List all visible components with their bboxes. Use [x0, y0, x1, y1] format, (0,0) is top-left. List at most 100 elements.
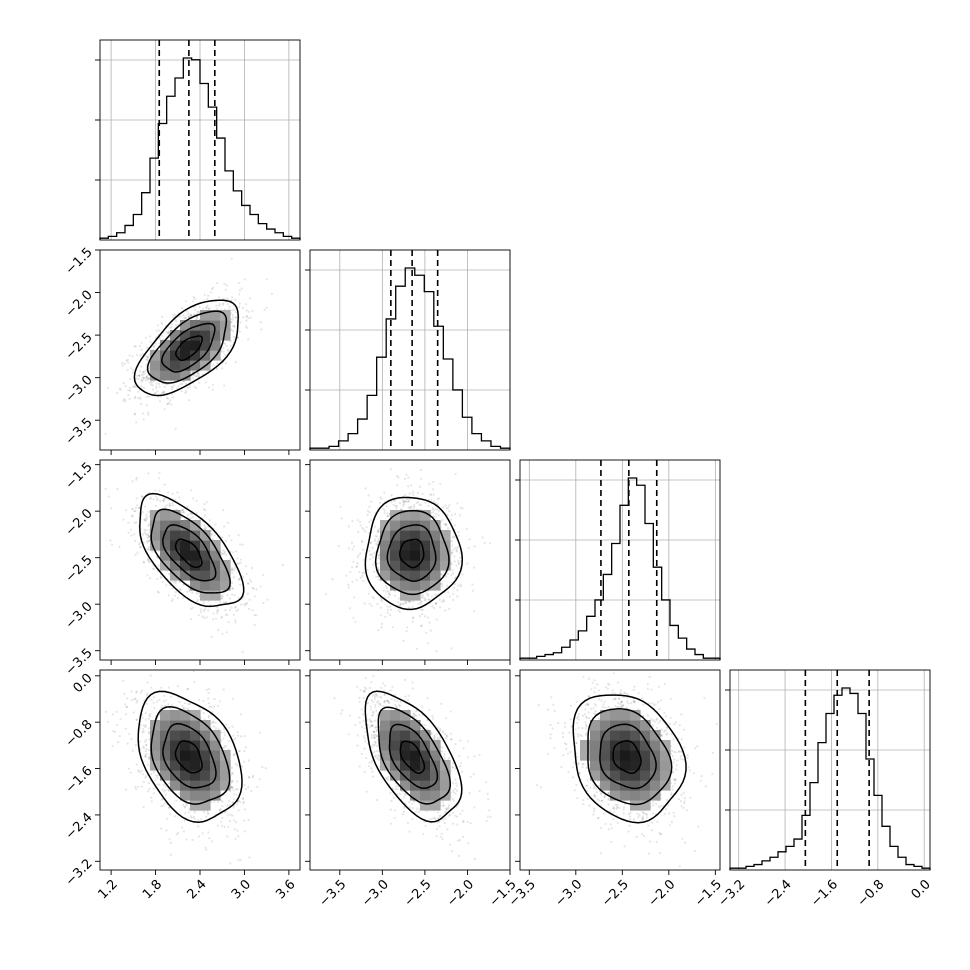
scatter-point — [225, 553, 228, 557]
scatter-point — [166, 332, 169, 335]
scatter-point — [165, 829, 168, 832]
density-cell — [200, 310, 211, 321]
scatter-point — [380, 622, 384, 626]
scatter-point — [216, 606, 219, 609]
scatter-point — [379, 496, 382, 499]
scatter-point — [234, 311, 237, 314]
scatter-point — [419, 601, 422, 604]
scatter-point — [456, 547, 459, 550]
scatter-point — [177, 384, 180, 388]
scatter-point — [405, 601, 408, 604]
scatter-point — [238, 302, 241, 305]
scatter-point — [227, 621, 230, 624]
scatter-point — [457, 531, 460, 534]
contour-line — [139, 492, 245, 608]
scatter-point — [129, 389, 132, 392]
scatter-point — [162, 499, 165, 502]
scatter-point — [446, 584, 449, 587]
scatter-point — [402, 500, 406, 503]
scatter-point — [225, 601, 228, 604]
scatter-point — [167, 572, 170, 576]
scatter-point — [377, 554, 380, 557]
scatter-point — [187, 314, 190, 317]
scatter-point — [457, 534, 460, 537]
scatter-point — [421, 492, 424, 495]
scatter-point — [143, 372, 146, 375]
scatter-point — [388, 605, 392, 608]
scatter-point — [259, 321, 262, 324]
scatter-point — [445, 507, 448, 510]
scatter-point — [156, 390, 159, 393]
scatter-point — [171, 492, 174, 495]
scatter-point — [427, 593, 430, 596]
contour-line — [399, 538, 425, 569]
scatter-point — [216, 282, 219, 285]
scatter-point — [453, 582, 456, 586]
histogram-0 — [99, 57, 301, 240]
density-cell — [420, 580, 431, 591]
density-cell — [150, 530, 161, 541]
scatter-point — [202, 609, 205, 613]
scatter-point — [205, 688, 208, 692]
scatter-point — [165, 584, 168, 587]
scatter-point — [431, 507, 435, 510]
scatter-point — [164, 793, 167, 796]
density-cell — [400, 520, 411, 531]
scatter-point — [337, 544, 340, 548]
density-cell — [380, 550, 391, 561]
scatter-point — [254, 595, 257, 598]
scatter-point — [184, 300, 187, 303]
scatter-point — [459, 506, 462, 509]
scatter-point — [382, 589, 385, 592]
density-cell — [200, 330, 211, 341]
scatter-point — [442, 506, 445, 509]
scatter-point — [199, 608, 202, 611]
scatter-point — [378, 501, 382, 504]
scatter-point — [431, 605, 434, 608]
scatter-point — [111, 713, 115, 716]
scatter-point — [118, 735, 121, 738]
scatter-point — [180, 516, 183, 519]
scatter-point — [197, 310, 200, 313]
scatter-point — [183, 317, 186, 320]
scatter-point — [127, 393, 130, 396]
scatter-point — [361, 540, 364, 544]
scatter-point — [407, 606, 410, 609]
scatter-point — [441, 583, 444, 586]
scatter-point — [223, 384, 226, 387]
scatter-point — [244, 565, 247, 568]
scatter-point — [348, 607, 352, 610]
scatter-point — [160, 392, 164, 395]
scatter-point — [151, 388, 154, 391]
scatter-point — [450, 514, 454, 517]
density-cell — [180, 370, 191, 381]
scatter-panel-2-0 — [95, 459, 301, 665]
density-cell — [210, 320, 221, 331]
scatter-point — [222, 302, 225, 305]
scatter-point — [237, 562, 240, 565]
scatter-point — [132, 371, 135, 375]
density-cell — [150, 370, 161, 381]
density-cell — [390, 580, 401, 591]
scatter-point — [188, 399, 191, 402]
scatter-point — [202, 601, 206, 604]
scatter-point — [241, 797, 245, 800]
scatter-point — [454, 576, 457, 579]
scatter-point — [387, 596, 390, 599]
scatter-point — [452, 548, 455, 551]
density-cell — [190, 570, 201, 581]
density-cell — [180, 550, 191, 561]
density-cell — [210, 560, 221, 571]
scatter-point — [356, 519, 359, 522]
scatter-point — [270, 292, 273, 295]
scatter-point — [448, 510, 451, 513]
scatter-point — [223, 550, 226, 553]
scatter-point — [451, 551, 454, 555]
scatter-point — [195, 511, 198, 515]
scatter-point — [460, 585, 463, 588]
scatter-point — [402, 501, 405, 504]
scatter-point — [189, 313, 193, 316]
scatter-point — [412, 508, 415, 511]
scatter-point — [232, 330, 235, 333]
scatter-point — [352, 560, 355, 563]
